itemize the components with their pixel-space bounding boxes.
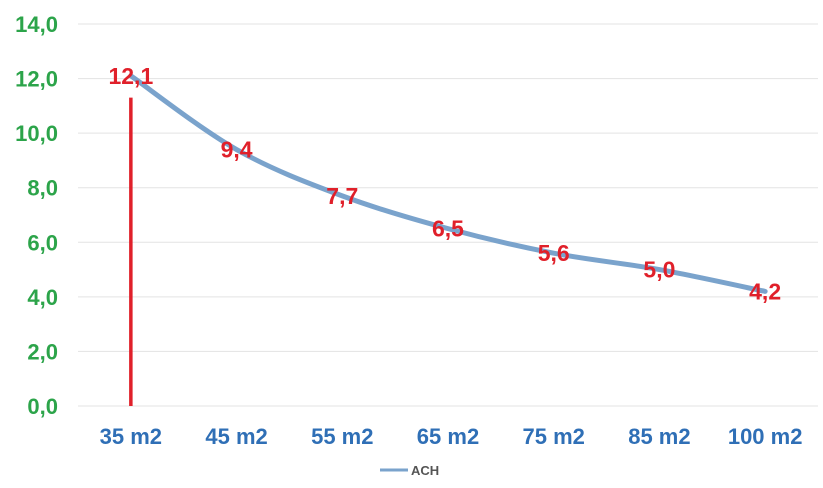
data-label: 4,2 [749, 278, 781, 304]
y-tick-label: 12,0 [15, 67, 58, 92]
data-label: 7,7 [326, 183, 358, 209]
x-tick-label: 75 m2 [523, 424, 585, 449]
legend-label-ach: ACH [411, 463, 439, 478]
data-label: 6,5 [432, 216, 464, 242]
y-tick-label: 2,0 [27, 339, 58, 364]
y-tick-label: 6,0 [27, 230, 58, 255]
y-tick-label: 10,0 [15, 121, 58, 146]
gridlines [78, 23, 818, 407]
x-axis-ticks: 35 m2 45 m2 55 m2 65 m2 75 m2 85 m2 100 m2 [100, 424, 803, 449]
y-tick-label: 4,0 [27, 285, 58, 310]
x-tick-label: 100 m2 [728, 424, 803, 449]
y-tick-label: 0,0 [27, 394, 58, 419]
data-label: 5,6 [538, 240, 570, 266]
data-label: 5,0 [643, 257, 675, 283]
data-label: 9,4 [221, 137, 253, 163]
y-axis-ticks: 0,0 2,0 4,0 6,0 8,0 10,0 12,0 14,0 [15, 12, 58, 419]
y-tick-label: 8,0 [27, 176, 58, 201]
data-labels: 12,1 9,4 7,7 6,5 5,6 5,0 4,2 [108, 63, 781, 305]
x-tick-label: 55 m2 [311, 424, 373, 449]
data-label: 12,1 [108, 63, 153, 89]
series-layer [128, 73, 768, 294]
series-line-ach [128, 73, 768, 294]
legend: ACH [380, 463, 439, 478]
x-tick-label: 65 m2 [417, 424, 479, 449]
x-tick-label: 85 m2 [628, 424, 690, 449]
y-tick-label: 14,0 [15, 12, 58, 37]
x-tick-label: 35 m2 [100, 424, 162, 449]
x-tick-label: 45 m2 [205, 424, 267, 449]
